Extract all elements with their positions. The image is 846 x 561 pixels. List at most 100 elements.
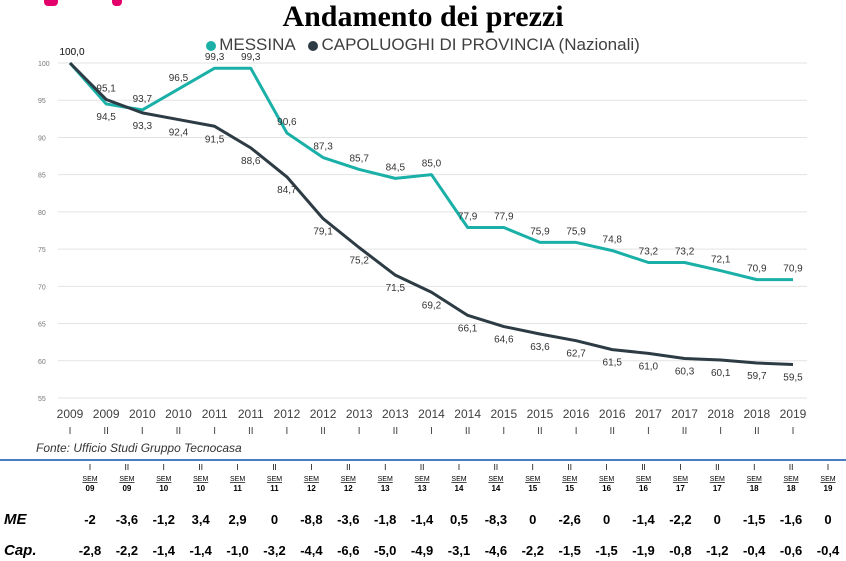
me-value: -3,6: [116, 512, 138, 527]
semester-word: SEM: [562, 476, 577, 483]
x-tick-year: 2014: [418, 407, 445, 421]
semester-roman: I: [753, 463, 755, 472]
me-value: 3,4: [192, 512, 211, 527]
logo-fragment-left: [44, 0, 58, 6]
me-value: 2,9: [229, 512, 247, 527]
semester-year: 11: [233, 484, 242, 493]
capoluoghi-data-label: 62,7: [566, 349, 586, 360]
x-tick-semester: I: [647, 426, 650, 437]
x-tick-year: 2015: [527, 407, 554, 421]
semester-year: 16: [602, 484, 611, 493]
me-value: 0: [603, 512, 610, 527]
cap-value: -4,9: [411, 543, 433, 558]
semester-roman: II: [567, 463, 571, 472]
messina-data-label: 77,9: [494, 212, 514, 223]
me-value: -2,2: [669, 512, 691, 527]
capoluoghi-data-label: 100,0: [59, 47, 84, 58]
x-tick-year: 2013: [346, 407, 373, 421]
legend-item-messina: MESSINA: [206, 35, 296, 54]
me-value: -1,4: [632, 512, 655, 527]
x-tick-year: 2012: [310, 407, 337, 421]
x-tick-year: 2017: [671, 407, 698, 421]
x-tick-year: 2011: [202, 407, 228, 421]
me-value: -1,4: [411, 512, 434, 527]
semester-year: 17: [713, 484, 722, 493]
messina-data-label: 73,2: [675, 247, 695, 258]
semester-year: 14: [455, 484, 464, 493]
x-tick-year: 2014: [454, 407, 481, 421]
semester-year: 09: [86, 484, 95, 493]
cap-value: -1,9: [632, 543, 654, 558]
x-tick-year: 2019: [780, 407, 807, 421]
y-tick-label: 55: [38, 396, 46, 403]
capoluoghi-data-label: 71,5: [386, 283, 406, 294]
semester-word: SEM: [230, 476, 245, 483]
y-tick-label: 60: [38, 359, 46, 366]
x-tick-semester: II: [103, 426, 109, 437]
semester-word: SEM: [415, 476, 430, 483]
semester-roman: II: [641, 463, 645, 472]
x-tick-year: 2013: [382, 407, 409, 421]
messina-data-label: 94,5: [96, 112, 116, 123]
semester-roman: II: [272, 463, 276, 472]
x-tick-year: 2010: [129, 407, 156, 421]
x-tick-year: 2017: [635, 407, 662, 421]
semester-year: 10: [196, 484, 205, 493]
y-tick-label: 65: [38, 322, 46, 329]
cap-value: -0,6: [780, 543, 802, 558]
x-tick-semester: II: [176, 426, 182, 437]
cap-value: -3,2: [263, 543, 285, 558]
cap-value: -1,0: [226, 543, 248, 558]
capoluoghi-data-label: 61,0: [639, 361, 659, 372]
me-value: -1,2: [153, 512, 175, 527]
me-value: -8,3: [485, 512, 507, 527]
semester-year: 14: [491, 484, 500, 493]
x-tick-semester: I: [69, 426, 72, 437]
x-tick-year: 2011: [238, 407, 264, 421]
cap-value: -0,4: [743, 543, 766, 558]
messina-data-label: 75,9: [566, 226, 586, 237]
messina-data-label: 85,0: [422, 159, 442, 170]
chart-title: Andamento dei prezzi: [282, 0, 564, 33]
messina-data-label: 84,5: [386, 162, 406, 173]
semester-roman: II: [789, 463, 793, 472]
messina-data-label: 93,7: [133, 94, 153, 105]
semester-roman: II: [346, 463, 350, 472]
x-tick-year: 2016: [563, 407, 590, 421]
me-value: 0: [529, 512, 536, 527]
capoluoghi-data-label: 84,7: [277, 185, 297, 196]
semester-word: SEM: [747, 476, 762, 483]
capoluoghi-data-label: 79,1: [313, 227, 333, 238]
x-tick-year: 2015: [490, 407, 517, 421]
semester-year: 17: [676, 484, 685, 493]
x-tick-year: 2016: [599, 407, 626, 421]
x-tick-semester: I: [792, 426, 795, 437]
semester-year: 12: [344, 484, 353, 493]
semester-word: SEM: [341, 476, 356, 483]
variation-table: ISEM09-2-2,8IISEM09-3,6-2,2ISEM10-1,2-1,…: [4, 463, 840, 559]
me-value: -1,5: [743, 512, 765, 527]
semester-word: SEM: [304, 476, 319, 483]
x-tick-semester: II: [320, 426, 326, 437]
semester-roman: I: [310, 463, 312, 472]
cap-value: -3,1: [448, 543, 470, 558]
messina-data-label: 70,9: [783, 264, 803, 275]
semester-word: SEM: [599, 476, 614, 483]
x-tick-semester: I: [575, 426, 578, 437]
semester-year: 18: [750, 484, 759, 493]
x-tick-semester: I: [358, 426, 361, 437]
x-tick-year: 2018: [743, 407, 770, 421]
x-tick-semester: I: [286, 426, 289, 437]
semester-roman: II: [198, 463, 202, 472]
semester-word: SEM: [378, 476, 393, 483]
table-divider: [0, 459, 846, 461]
x-tick-year: 2009: [57, 407, 84, 421]
me-value: -2: [84, 512, 96, 527]
me-value: 0: [824, 512, 831, 527]
semester-year: 12: [307, 484, 316, 493]
semester-roman: I: [163, 463, 165, 472]
x-tick-year: 2012: [274, 407, 301, 421]
x-tick-semester: II: [537, 426, 543, 437]
x-tick-semester: I: [213, 426, 216, 437]
cap-value: -2,2: [522, 543, 544, 558]
